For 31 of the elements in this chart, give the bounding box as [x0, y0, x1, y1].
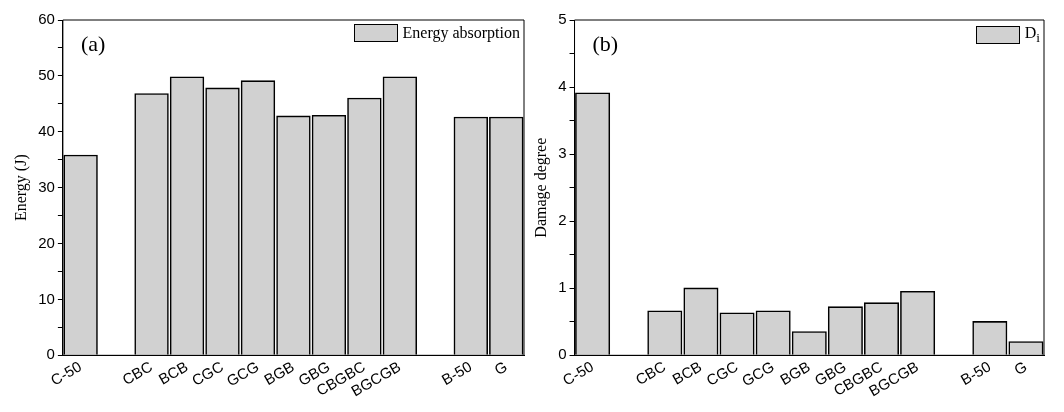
x-tick-label: G — [491, 357, 510, 379]
annotation: (b) — [592, 30, 619, 56]
x-tick-label: BGB — [776, 357, 813, 389]
legend-label: Energy absorption — [402, 24, 520, 42]
y-axis-title: Damage degree — [531, 137, 550, 238]
y-tick-label: 2 — [558, 211, 567, 229]
x-tick-label: CGC — [703, 357, 741, 389]
y-tick-label: 0 — [558, 345, 567, 363]
y-tick-label: 40 — [38, 121, 55, 139]
y-tick-label: 0 — [46, 345, 55, 363]
y-tick-label: 5 — [558, 10, 567, 28]
y-tick-label: 30 — [38, 177, 55, 195]
x-tick-label: BGB — [261, 357, 298, 389]
legend-label: D$_{i}$ — [1024, 24, 1040, 47]
y-tick-label: 60 — [38, 10, 55, 28]
y-tick-label: 20 — [38, 233, 55, 251]
y-tick-label: 1 — [558, 278, 567, 296]
x-tick-label: B-50 — [438, 357, 475, 389]
x-tick-label: CBC — [632, 357, 669, 389]
y-tick-label: 50 — [38, 66, 55, 84]
y-tick-label: 4 — [558, 77, 567, 95]
y-axis-title: Energy (J) — [11, 154, 30, 222]
y-tick-label: 3 — [558, 144, 567, 162]
annotation: (a) — [80, 30, 106, 56]
x-tick-label: G — [1010, 357, 1030, 379]
y-tick-label: 10 — [38, 289, 55, 307]
x-tick-label: BCB — [669, 357, 705, 388]
x-tick-label: GCG — [738, 357, 777, 390]
x-tick-label: CBC — [119, 357, 156, 389]
x-tick-label: B-50 — [957, 357, 994, 389]
x-tick-label: BCB — [155, 357, 191, 388]
